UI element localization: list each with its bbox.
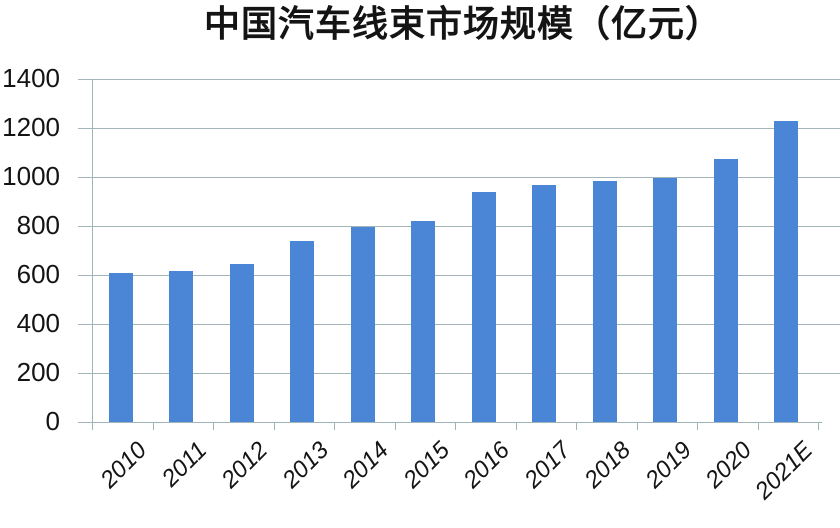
x-tick [576,422,577,430]
x-tick-label: 2011 [157,436,213,493]
y-tick-label: 0 [45,406,60,436]
x-tick [455,422,456,430]
x-tick [334,422,335,430]
y-tick [78,225,92,227]
bar [411,221,435,422]
y-tick-label: 1200 [2,112,60,142]
y-axis [92,79,93,422]
x-tick-label: 2020 [700,436,758,494]
y-gridline [92,372,840,374]
y-gridline [92,127,840,129]
y-tick-label: 800 [16,210,60,240]
x-tick [636,422,638,430]
x-tick-label: 2010 [95,436,153,494]
bar [169,271,193,422]
x-tick [152,422,154,430]
x-tick-label: 2012 [216,436,274,494]
y-tick [78,176,92,178]
x-tick-label: 2019 [639,436,697,494]
x-tick [697,422,698,430]
y-gridline [92,78,840,80]
bar [592,180,617,422]
bar [471,191,496,422]
y-tick-label: 1400 [2,63,60,93]
y-gridline [92,225,840,227]
x-tick [818,422,819,430]
y-gridline [92,176,840,178]
y-tick [78,323,92,325]
y-tick-label: 1000 [2,161,60,191]
y-tick [78,127,92,129]
bar [653,178,677,422]
x-tick-label: 2021E [749,436,818,505]
x-tick-label: 2018 [579,436,637,494]
bar [290,240,314,422]
bar [350,227,375,422]
x-tick [92,422,93,430]
y-gridline [92,274,840,276]
chart-title: 中国汽车线束市场规模（亿元） [203,3,722,44]
x-tick-label: 2014 [337,436,395,494]
y-tick [78,372,92,374]
x-tick [273,422,275,430]
x-tick-label: 2013 [276,436,334,494]
x-tick [213,422,214,430]
x-tick-label: 2015 [397,436,455,494]
y-tick [78,78,92,80]
x-tick-label: 2016 [458,436,516,494]
y-tick-label: 400 [16,308,60,338]
bar [229,263,254,422]
x-axis [78,422,822,423]
bar [108,272,133,422]
x-tick-label: 2017 [518,436,576,494]
x-tick [394,422,396,430]
x-tick [757,422,759,430]
bar [713,159,738,422]
y-gridline [92,323,840,325]
y-tick-label: 200 [16,357,60,387]
y-tick-label: 600 [16,259,60,289]
x-tick [515,422,517,430]
bar [774,121,798,422]
y-tick [78,274,92,276]
bar [532,184,556,422]
